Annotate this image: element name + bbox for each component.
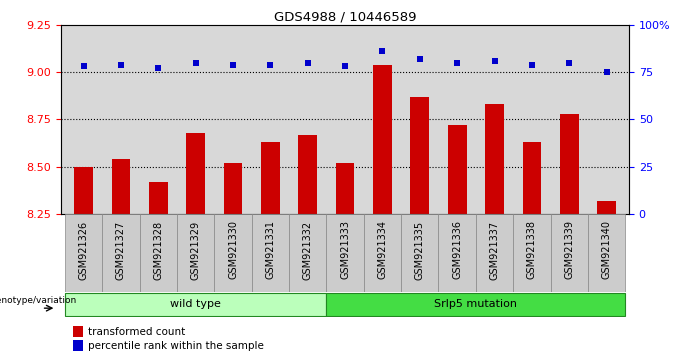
Bar (299, 135, 317, 214)
Bar (252, 214, 289, 292)
Text: GSM921340: GSM921340 (602, 221, 611, 279)
Point (78, 64, 89, 69)
Bar (364, 214, 401, 292)
Text: GSM921333: GSM921333 (340, 221, 350, 279)
Text: GSM921332: GSM921332 (303, 221, 313, 280)
Text: Srlp5 mutation: Srlp5 mutation (435, 299, 517, 309)
Text: GSM921328: GSM921328 (153, 221, 163, 280)
Text: GSM921326: GSM921326 (79, 221, 88, 280)
Text: transformed count: transformed count (88, 327, 186, 337)
Bar (486, 104, 504, 214)
Point (228, 62, 239, 67)
Bar (373, 64, 392, 214)
Bar (289, 214, 326, 292)
Text: percentile rank within the sample: percentile rank within the sample (88, 341, 265, 351)
Point (564, 60, 575, 65)
Text: GSM921338: GSM921338 (527, 221, 537, 279)
Bar (186, 133, 205, 214)
Bar (326, 214, 364, 292)
Bar (261, 142, 279, 214)
Point (489, 58, 500, 64)
Text: GSM921339: GSM921339 (564, 221, 574, 279)
Bar (65, 293, 326, 316)
Text: wild type: wild type (170, 299, 221, 309)
Bar (588, 214, 626, 292)
Bar (401, 214, 439, 292)
Bar (73, 340, 83, 352)
Bar (411, 97, 429, 214)
Bar (214, 214, 252, 292)
Bar (139, 214, 177, 292)
Bar (224, 163, 242, 214)
Point (377, 48, 388, 54)
Point (116, 62, 126, 67)
Bar (326, 293, 626, 316)
Text: genotype/variation: genotype/variation (0, 296, 77, 305)
Bar (476, 214, 513, 292)
Bar (177, 214, 214, 292)
Bar (522, 142, 541, 214)
Text: GSM921331: GSM921331 (265, 221, 275, 279)
Point (414, 56, 425, 62)
Text: GSM921330: GSM921330 (228, 221, 238, 279)
Text: GSM921337: GSM921337 (490, 221, 500, 280)
Bar (112, 159, 131, 214)
Point (303, 60, 313, 65)
Point (339, 64, 351, 69)
Point (452, 60, 462, 65)
Text: GSM921335: GSM921335 (415, 221, 425, 280)
Bar (336, 163, 354, 214)
Bar (597, 201, 616, 214)
Bar (74, 167, 93, 214)
Bar (73, 326, 83, 337)
Text: GSM921327: GSM921327 (116, 221, 126, 280)
Text: GSM921336: GSM921336 (452, 221, 462, 279)
Bar (149, 182, 168, 214)
Point (265, 62, 276, 67)
Point (601, 69, 612, 75)
Text: GSM921329: GSM921329 (190, 221, 201, 280)
Text: GSM921334: GSM921334 (377, 221, 388, 279)
Title: GDS4988 / 10446589: GDS4988 / 10446589 (274, 11, 416, 24)
Point (153, 65, 164, 71)
Point (526, 62, 537, 67)
Point (190, 60, 201, 65)
Bar (102, 214, 139, 292)
Bar (513, 214, 551, 292)
Bar (65, 214, 102, 292)
Bar (551, 214, 588, 292)
Bar (560, 114, 579, 214)
Bar (439, 214, 476, 292)
Bar (448, 125, 466, 214)
